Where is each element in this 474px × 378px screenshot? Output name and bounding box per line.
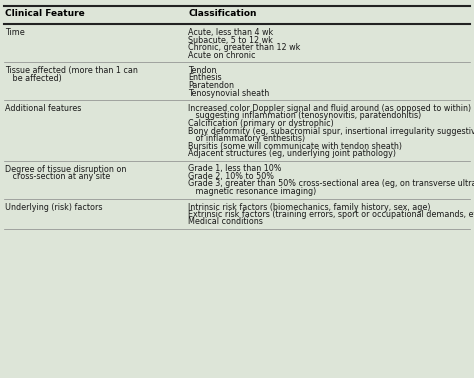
Text: Tendon: Tendon [188,66,217,75]
Text: Increased color Doppler signal and fluid around (as opposed to within) a tendon,: Increased color Doppler signal and fluid… [188,104,474,113]
Text: Subacute, 5 to 12 wk: Subacute, 5 to 12 wk [188,36,273,45]
Text: of inflammatory enthesitis): of inflammatory enthesitis) [188,134,305,143]
Text: Grade 2, 10% to 50%: Grade 2, 10% to 50% [188,172,274,181]
Text: Clinical Feature: Clinical Feature [5,9,85,18]
Text: Tenosynovial sheath: Tenosynovial sheath [188,88,270,98]
Text: Enthesis: Enthesis [188,73,222,82]
Text: Medical conditions: Medical conditions [188,217,263,226]
Text: Extrinsic risk factors (training errors, sport or occupational demands, etc): Extrinsic risk factors (training errors,… [188,210,474,219]
Text: be affected): be affected) [5,73,62,82]
Text: Calcification (primary or dystrophic): Calcification (primary or dystrophic) [188,119,334,128]
Text: Acute, less than 4 wk: Acute, less than 4 wk [188,28,273,37]
Text: Underlying (risk) factors: Underlying (risk) factors [5,203,102,212]
Text: Tissue affected (more than 1 can: Tissue affected (more than 1 can [5,66,138,75]
Text: Chronic, greater than 12 wk: Chronic, greater than 12 wk [188,43,301,52]
Text: Degree of tissue disruption on: Degree of tissue disruption on [5,164,127,174]
Text: cross-section at any site: cross-section at any site [5,172,110,181]
Text: Acute on chronic: Acute on chronic [188,51,256,59]
Text: Adjacent structures (eg, underlying joint pathology): Adjacent structures (eg, underlying join… [188,149,396,158]
Text: Bony deformity (eg, subacromial spur, insertional irregularity suggestive: Bony deformity (eg, subacromial spur, in… [188,127,474,135]
Text: magnetic resonance imaging): magnetic resonance imaging) [188,187,317,196]
Text: suggesting inflammation (tenosynovitis, paratendonitis): suggesting inflammation (tenosynovitis, … [188,112,421,121]
Text: Intrinsic risk factors (biomechanics, family history, sex, age): Intrinsic risk factors (biomechanics, fa… [188,203,431,212]
Text: Time: Time [5,28,25,37]
Text: Additional features: Additional features [5,104,82,113]
Text: Grade 3, greater than 50% cross-sectional area (eg, on transverse ultrasound or: Grade 3, greater than 50% cross-sectiona… [188,180,474,189]
Text: Bursitis (some will communicate with tendon sheath): Bursitis (some will communicate with ten… [188,141,402,150]
Text: Classification: Classification [188,9,257,18]
Text: Paratendon: Paratendon [188,81,234,90]
Text: Grade 1, less than 10%: Grade 1, less than 10% [188,164,282,174]
